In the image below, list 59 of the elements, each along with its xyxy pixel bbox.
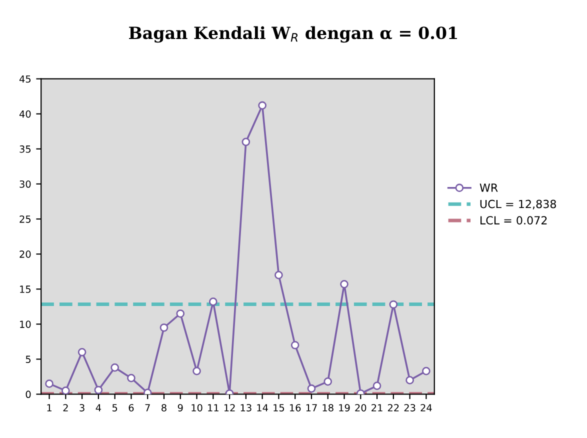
x-tick-label: 7 [145,404,150,412]
point [389,300,398,309]
y-tick-label: 30 [20,180,31,188]
x-tick-label: 21 [372,404,382,412]
x-tick-label: 23 [404,404,416,412]
x-tick-label: 24 [420,404,432,412]
x-tick-label: 18 [322,404,334,412]
point [110,363,119,372]
x-tick-label: 2 [63,404,68,412]
y-tick-label: 25 [20,215,31,223]
x-tick-label: 14 [257,404,268,412]
x-tick-label: 6 [128,404,134,412]
y-tick-label: 45 [19,75,31,83]
x-tick-label: 12 [224,404,235,412]
point [372,382,382,390]
y-tick-label: 15 [20,286,31,293]
y-tick-label: 40 [19,110,31,118]
y-tick-label: 20 [20,250,31,258]
point [340,280,348,288]
y-tick-label: 0 [26,390,31,398]
x-tick-label: 11 [208,404,218,412]
point [242,138,250,146]
x-tick-label: 15 [274,404,284,412]
point [78,348,86,356]
x-tick-label: 17 [306,404,317,412]
x-tick-label: 1 [47,404,52,412]
x-tick-label: 10 [192,404,202,412]
x-tick-label: 9 [178,404,183,412]
chart-title: Bagan Kendali W$_{R}$ dengan α = 0.01 [129,26,457,43]
x-tick-label: 5 [112,404,118,412]
point [208,298,218,306]
x-tick-label: 19 [339,404,350,412]
x-tick-label: 4 [96,404,101,412]
x-tick-label: 16 [290,404,301,412]
point [324,377,332,386]
legend-label: LCL = 0.072 [480,216,547,225]
point [422,366,430,376]
x-tick-label: 13 [240,404,252,412]
x-tick-label: 8 [162,404,166,412]
point [176,309,185,318]
point [258,101,266,110]
y-tick-label: 35 [20,145,31,153]
legend-label: WR [480,184,498,192]
point [94,386,103,394]
legend-label: UCL = 12,838 [480,200,556,210]
point [290,340,300,350]
point [62,386,70,394]
point [307,384,316,393]
x-tick-label: 20 [355,404,366,412]
x-tick-label: 22 [388,404,399,412]
point [192,366,201,376]
y-tick-label: 10 [20,320,31,328]
y-tick-label: 5 [26,356,31,363]
x-tick-label: 3 [80,404,84,412]
point [274,270,283,280]
point [127,374,136,382]
point [160,323,168,332]
point [45,380,54,388]
point [406,376,414,384]
